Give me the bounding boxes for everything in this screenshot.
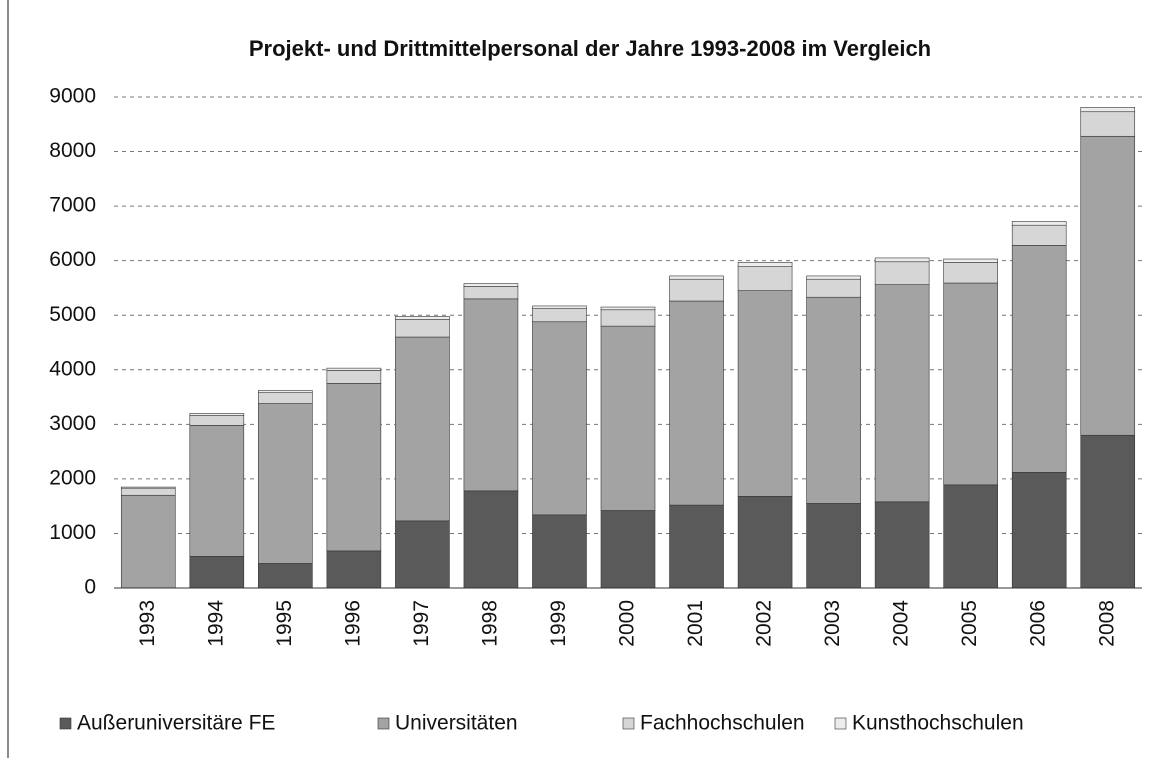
y-tick-label: 9000 xyxy=(49,85,96,108)
bar-segment xyxy=(463,298,519,492)
y-tick-label: 0 xyxy=(84,576,96,599)
legend-swatch xyxy=(59,717,72,730)
x-tick-label: 1998 xyxy=(478,600,501,647)
bar-segment xyxy=(189,415,245,426)
bar-segment xyxy=(1011,224,1067,246)
x-tick-label: 2002 xyxy=(753,600,776,647)
x-tick-label: 1996 xyxy=(341,600,364,647)
bar-segment xyxy=(600,306,656,311)
x-tick-label: 2006 xyxy=(1027,600,1050,647)
bar-segment xyxy=(395,520,450,589)
bar-segment xyxy=(532,514,587,589)
bar-segment xyxy=(1080,434,1136,589)
bar-segment xyxy=(463,286,519,300)
bar-segment xyxy=(258,392,313,404)
x-tick-label: 2005 xyxy=(958,600,981,647)
legend-label: Kunsthochschulen xyxy=(852,712,1024,735)
legend-swatch xyxy=(834,717,847,730)
bar-segment xyxy=(874,261,930,285)
bar-segment xyxy=(326,367,382,371)
bar-segment xyxy=(189,556,245,589)
bar-segment xyxy=(1080,107,1136,113)
x-tick-label: 1999 xyxy=(547,600,570,647)
x-tick-label: 1997 xyxy=(410,600,433,647)
legend-label: Außeruniversitäre FE xyxy=(77,712,275,735)
y-tick-label: 8000 xyxy=(49,139,96,162)
bar-segment xyxy=(806,275,861,280)
x-tick-label: 2008 xyxy=(1095,600,1118,647)
bar-segment xyxy=(669,278,724,302)
bar-segment xyxy=(532,308,587,323)
bar-segment xyxy=(943,262,998,284)
bar-segment xyxy=(120,486,176,489)
bar-segment xyxy=(806,296,861,504)
y-tick-label: 2000 xyxy=(49,466,96,489)
x-tick-label: 2004 xyxy=(890,600,913,647)
bar-segment xyxy=(532,305,587,309)
bar-segment xyxy=(189,425,245,557)
bar-segment xyxy=(874,501,930,589)
bar-segment xyxy=(669,275,724,280)
bar-segment xyxy=(189,413,245,416)
bar-segment xyxy=(737,290,793,497)
x-tick-label: 2001 xyxy=(684,600,707,647)
x-tick-label: 1993 xyxy=(136,600,159,647)
bar-segment xyxy=(943,282,998,486)
bar-segment xyxy=(395,316,450,320)
bar-segment xyxy=(874,284,930,503)
bar-segment xyxy=(326,383,382,552)
bar-segment xyxy=(395,336,450,522)
bar-segment xyxy=(463,490,519,589)
legend-swatch xyxy=(377,717,390,730)
bar-segment xyxy=(943,258,998,263)
bar-segment xyxy=(326,550,382,589)
x-tick-label: 1995 xyxy=(273,600,296,647)
bar-segment xyxy=(1080,111,1136,137)
bar-segment xyxy=(258,403,313,564)
x-tick-label: 2003 xyxy=(821,600,844,647)
bar-segment xyxy=(395,319,450,338)
bar-segment xyxy=(600,325,656,511)
legend-label: Universitäten xyxy=(395,712,518,735)
bar-segment xyxy=(258,563,313,589)
bar-segment xyxy=(737,262,793,267)
bar-segment xyxy=(943,484,998,589)
x-tick-label: 1994 xyxy=(204,600,227,647)
bar-segment xyxy=(600,309,656,327)
bar-segment xyxy=(806,278,861,298)
y-tick-label: 7000 xyxy=(49,194,96,217)
bar-segment xyxy=(600,510,656,589)
y-tick-label: 4000 xyxy=(49,357,96,380)
x-tick-label: 2000 xyxy=(616,600,639,647)
bar-segment xyxy=(532,321,587,516)
y-tick-label: 6000 xyxy=(49,248,96,271)
y-tick-label: 1000 xyxy=(49,521,96,544)
bar-segment xyxy=(258,390,313,393)
bar-segment xyxy=(463,283,519,287)
bar-segment xyxy=(1011,221,1067,226)
bar-segment xyxy=(806,503,861,589)
bar-segment xyxy=(669,504,724,589)
y-tick-label: 3000 xyxy=(49,412,96,435)
bar-segment xyxy=(874,257,930,263)
bar-segment xyxy=(120,487,176,496)
bar-segment xyxy=(1011,245,1067,473)
bar-segment xyxy=(1080,135,1136,436)
legend-label: Fachhochschulen xyxy=(640,712,805,735)
chart-title: Projekt- und Drittmittelpersonal der Jah… xyxy=(249,36,931,61)
y-tick-label: 5000 xyxy=(49,303,96,326)
bar-segment xyxy=(737,496,793,589)
legend-swatch xyxy=(622,717,635,730)
bar-segment xyxy=(326,370,382,384)
bar-segment xyxy=(737,266,793,291)
bar-segment xyxy=(120,494,176,589)
bar-segment xyxy=(669,300,724,506)
bar-segment xyxy=(1011,472,1067,589)
